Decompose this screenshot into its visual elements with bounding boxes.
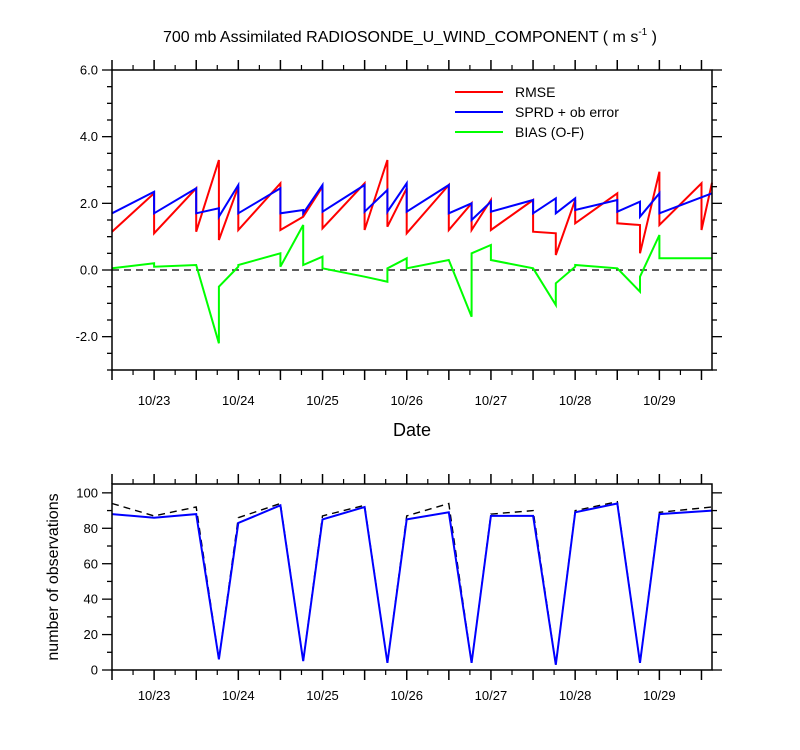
- x-tick-label: 10/25: [306, 393, 339, 408]
- y-tick-label: 6.0: [80, 63, 98, 78]
- series-line-used: [111, 502, 713, 665]
- x-tick-label: 10/27: [475, 688, 508, 703]
- y-tick-label: 40: [84, 592, 98, 607]
- chart-title-superscript: -1: [638, 27, 647, 38]
- y-tick-label: -2.0: [76, 329, 98, 344]
- chart-title-end: ): [647, 29, 657, 46]
- x-tick-label: 10/23: [138, 688, 171, 703]
- x-tick-label: 10/24: [222, 393, 255, 408]
- y-tick-label: 0.0: [80, 263, 98, 278]
- chart-title-main: 700 mb Assimilated RADIOSONDE_U_WIND_COM…: [163, 29, 638, 46]
- series-line-bias-o-f: [111, 224, 712, 344]
- x-tick-label: 10/28: [559, 393, 592, 408]
- x-tick-label: 10/27: [475, 393, 508, 408]
- y-tick-label: 80: [84, 521, 98, 536]
- x-tick-label: 10/28: [559, 688, 592, 703]
- y-tick-label: 2.0: [80, 196, 98, 211]
- legend-label-2: BIAS (O-F): [515, 124, 584, 140]
- legend-label-1: SPRD + ob error: [515, 104, 619, 120]
- bottom-plot: 10/23 10/24 10/25 10/26 10/27 10/28 10/29 0 20 40…: [76, 474, 722, 703]
- y-tick-label: 4.0: [80, 129, 98, 144]
- x-tick-label: 10/29: [643, 688, 676, 703]
- series-line-sprd-ob-error: [111, 180, 713, 223]
- chart-title: 700 mb Assimilated RADIOSONDE_U_WIND_COM…: [163, 27, 657, 46]
- x-tick-label: 10/24: [222, 688, 255, 703]
- bottom-y-axis-label: number of observations: [45, 493, 62, 660]
- x-tick-label: 10/26: [390, 393, 423, 408]
- x-tick-label: 10/26: [390, 688, 423, 703]
- y-tick-label: 20: [84, 627, 98, 642]
- x-tick-label: 10/23: [138, 393, 171, 408]
- y-tick-label: 0: [91, 663, 98, 678]
- series-line-possible: [111, 500, 713, 665]
- legend-label-0: RMSE: [515, 84, 555, 100]
- x-tick-label: 10/25: [306, 688, 339, 703]
- top-plot: 10/23 10/24 10/25 10/26 10/27 10/28 10/29 -2.0 0…: [76, 60, 722, 408]
- plot-frame: [111, 69, 713, 371]
- y-tick-label: 100: [76, 485, 98, 500]
- x-tick-label: 10/29: [643, 393, 676, 408]
- plot-frame: [111, 483, 713, 671]
- y-tick-label: 60: [84, 556, 98, 571]
- top-x-axis-label: Date: [393, 420, 431, 440]
